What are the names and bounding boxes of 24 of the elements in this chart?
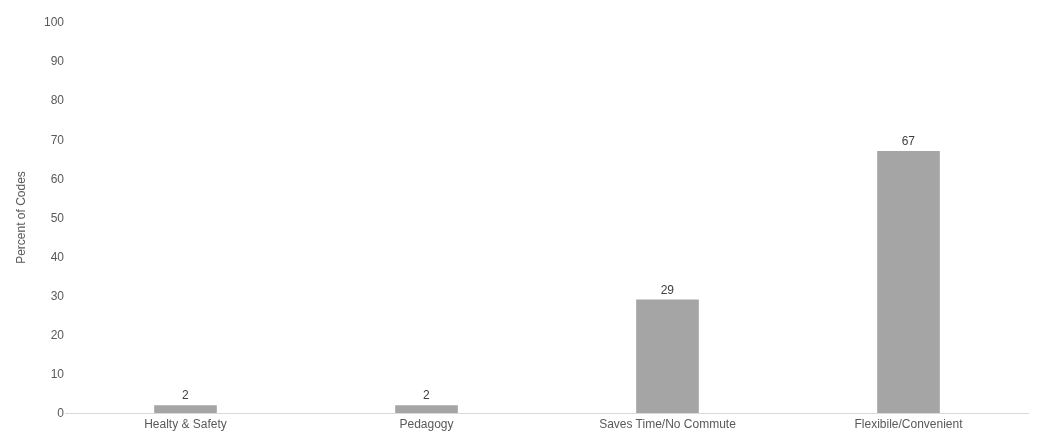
y-tick-label: 60 (50, 171, 65, 186)
y-axis-title: Percent of Codes (14, 171, 29, 264)
x-tick-label: Pedagogy (399, 417, 454, 432)
bar (154, 405, 217, 413)
y-tick-label: 10 (50, 367, 65, 382)
y-tick-label: 20 (50, 328, 65, 342)
data-label: 67 (901, 134, 916, 149)
x-tick-label: Saves Time/No Commute (599, 417, 737, 432)
bar (877, 151, 940, 413)
y-tick-label: 80 (50, 93, 65, 108)
y-tick-label: 30 (50, 288, 65, 303)
y-tick-label: 40 (50, 249, 65, 264)
data-label: 2 (423, 388, 430, 403)
y-tick-label: 0 (57, 406, 65, 421)
x-tick-label: Healty & Safety (144, 417, 227, 432)
y-tick-label: 90 (50, 54, 65, 69)
bar (636, 299, 699, 413)
y-tick-label: 70 (50, 132, 65, 147)
bar (395, 405, 458, 413)
data-label: 2 (182, 388, 189, 403)
y-tick-label: 50 (50, 210, 65, 225)
x-tick-label: Flexibile/Convenient (854, 417, 964, 432)
y-tick-label: 100 (43, 15, 65, 30)
data-label: 29 (660, 282, 675, 297)
